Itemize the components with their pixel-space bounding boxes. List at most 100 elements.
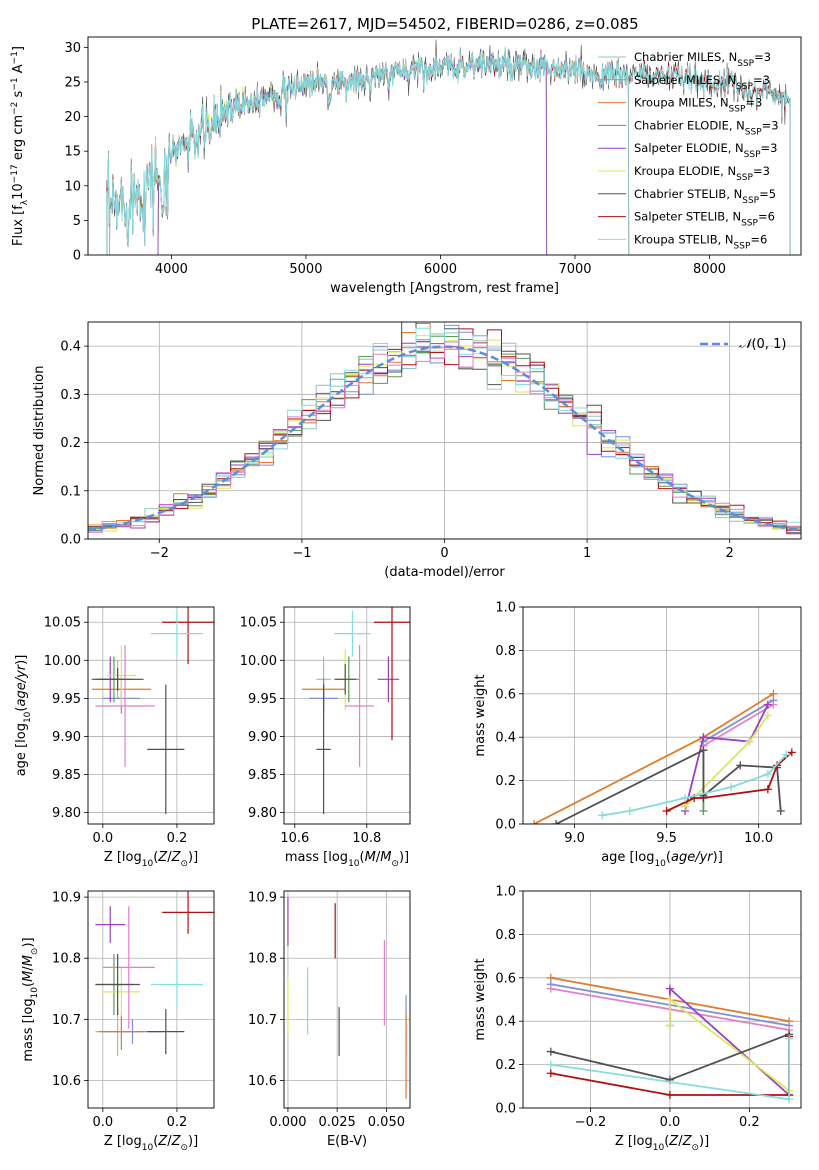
mass-weight-line — [555, 748, 782, 824]
x-axis-label: age [log10(age/yr)] — [601, 850, 723, 869]
x-tick-label: 7000 — [558, 262, 591, 277]
mass-weight-marker — [785, 1095, 794, 1104]
y-tick-label: 10.9 — [248, 891, 277, 906]
grid — [284, 891, 410, 1108]
y-axis-label-part: A — [11, 64, 26, 77]
mass-weight-marker — [787, 748, 796, 757]
y-tick-label: 10.8 — [52, 952, 81, 967]
x-axis-label-part: Z [log — [104, 1134, 142, 1149]
x-tick-label: −2 — [150, 546, 169, 561]
x-tick-label: 0.025 — [319, 1115, 356, 1130]
y-axis-label-part: 10 — [30, 987, 40, 999]
x-tick-label: 9.0 — [564, 831, 585, 846]
y-tick-label: 0.0 — [495, 818, 516, 833]
mass-weight-marker — [681, 793, 690, 802]
y-axis-label-part: erg cm — [11, 115, 26, 164]
mass-weight-marker — [665, 1021, 674, 1030]
y-tick-label: 0.2 — [495, 1058, 516, 1073]
legend-text: =3 — [745, 96, 762, 110]
y-tick-label: 1.0 — [495, 885, 516, 900]
y-tick-label: 1.0 — [495, 601, 516, 616]
legend-text: =3 — [761, 141, 778, 155]
y-tick-label: 0.2 — [60, 436, 81, 451]
x-tick-label: 0.2 — [167, 1115, 188, 1130]
y-axis-label-part: −1 — [10, 51, 20, 64]
legend-sub: SSP — [736, 82, 753, 92]
legend-text: =3 — [753, 164, 770, 178]
y-tick-label: 10.05 — [44, 616, 81, 631]
legend-label: Kroupa STELIB, NSSP=6 — [634, 232, 767, 251]
legend-sub: SSP — [742, 196, 759, 206]
mass-weight-marker — [776, 806, 785, 815]
mass-weight-series-k_elodie — [681, 711, 772, 811]
x-axis-label: Z [log10(Z/Z⊙)] — [104, 1134, 198, 1153]
y-axis-label-part: age [log — [14, 723, 29, 776]
x-axis-label-part: ⊙ — [180, 859, 188, 869]
x-axis-label-part: M — [365, 850, 376, 865]
y-tick-label: 10.7 — [248, 1013, 277, 1028]
axes: 0.000 0.025 0.050 10.6 10.7 10.8 10.9 — [248, 891, 405, 1130]
legend-text: Salpeter MILES, N — [634, 73, 736, 87]
y-tick-label: 15 — [64, 145, 81, 160]
y-axis-label-part: mass [log — [21, 998, 36, 1061]
mass-weight-marker — [552, 820, 561, 824]
mass-weight-marker — [785, 1034, 794, 1043]
y-axis-label: Normed distribution — [32, 366, 47, 496]
y-tick-label: 0.1 — [60, 484, 81, 499]
y-tick-label: 10.6 — [52, 1074, 81, 1089]
x-axis-label: Z [log10(Z/Z⊙)] — [615, 1134, 709, 1153]
mass-weight-marker — [546, 1047, 555, 1056]
x-axis-label-part: / — [376, 850, 381, 865]
legend-label: Kroupa ELODIE, NSSP=3 — [634, 164, 770, 183]
errorbar-point — [151, 610, 203, 657]
errorbar-point — [345, 645, 374, 767]
mass-weight-marker — [699, 793, 708, 802]
x-axis-label-part: wavelength [Angstrom, rest frame] — [330, 281, 559, 296]
mass-weight-marker — [699, 746, 708, 755]
x-axis-label-part: Z [log — [104, 850, 142, 865]
mass-weight-marker — [736, 761, 745, 770]
mass-weight-series-k_stelib — [546, 1034, 794, 1104]
y-axis-label-part: 10 — [23, 711, 33, 723]
massweight-vs-age-panel: 9.0 9.5 10.0 0.0 0.2 0.4 0.6 0.8 1.0 age [log10(a… — [473, 601, 802, 869]
y-tick-label: 9.85 — [248, 768, 277, 783]
y-tick-label: 0.4 — [495, 731, 516, 746]
x-axis-label-part: Z — [157, 1134, 168, 1149]
x-axis-label-part: 10 — [653, 1143, 665, 1153]
grid — [284, 607, 410, 824]
y-axis-label-part: s — [11, 90, 26, 101]
x-axis-label-part: )] — [399, 850, 409, 865]
x-axis-label-part: M — [380, 850, 391, 865]
x-axis-label-part: )] — [188, 850, 198, 865]
y-axis-label-part: ( — [14, 707, 29, 712]
legend-text: (0, 1) — [751, 337, 786, 352]
errorbar-point — [95, 645, 155, 767]
axes-frame — [522, 890, 802, 1109]
y-axis-label-part: mass weight — [473, 674, 488, 756]
x-axis-label-part: Z [log — [615, 1134, 653, 1149]
x-axis-label-part: ⊙ — [391, 859, 399, 869]
y-tick-label: 0.0 — [60, 533, 81, 548]
axes: −0.2 0.0 0.2 0.0 0.2 0.4 0.6 0.8 1.0 — [495, 885, 759, 1131]
legend-label: Kroupa MILES, NSSP=3 — [634, 96, 762, 115]
x-axis-label-part: ( — [360, 850, 365, 865]
y-axis-label-part: age/yr — [14, 663, 29, 706]
y-axis-label-part: ⊙ — [30, 948, 40, 956]
mass-weight-marker — [546, 1069, 555, 1078]
y-axis-label-part: M — [21, 971, 36, 982]
mass-weight-marker — [530, 820, 539, 824]
legend-text: Chabrier STELIB, N — [634, 187, 742, 201]
y-axis-label-part: M — [21, 955, 36, 966]
x-tick-label: 10.8 — [352, 831, 381, 846]
errorbar-point — [162, 607, 214, 665]
y-axis-label-part: −1 — [10, 77, 20, 90]
legend-text: Salpeter STELIB, N — [634, 210, 741, 224]
axes: 0.0 0.2 10.6 10.7 10.8 10.9 — [52, 891, 187, 1130]
y-tick-label: 9.95 — [52, 692, 81, 707]
plot-area — [302, 607, 410, 815]
axes-frame — [283, 890, 411, 1109]
mass-vs-ebv-panel: 0.000 0.025 0.050 10.6 10.7 10.8 10.9 E(B-V) — [248, 890, 411, 1149]
x-axis-label-part: mass [log — [285, 850, 348, 865]
axes-frame — [87, 36, 802, 256]
